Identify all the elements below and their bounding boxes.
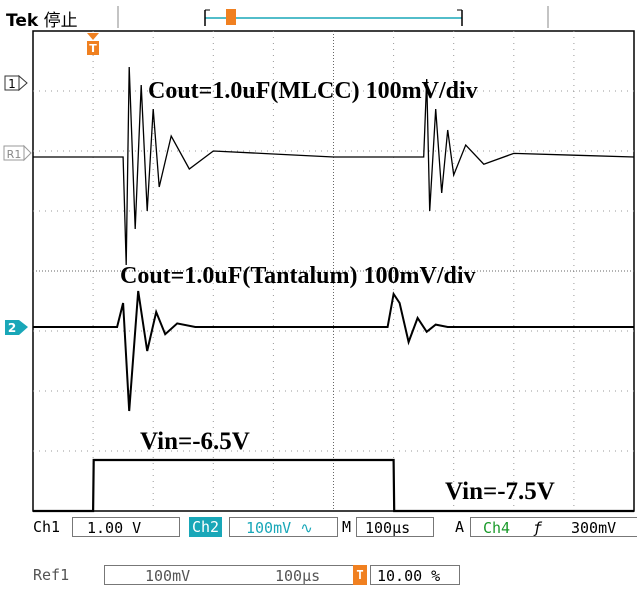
ch1-waveform bbox=[33, 66, 635, 266]
ref1-marker-label: R1 bbox=[7, 148, 22, 161]
trigger-readout[interactable]: Ch4 ƒ 300mV bbox=[470, 517, 637, 537]
ch2-coupling-icon: ∿ bbox=[300, 519, 313, 537]
trigger-marker-label: T bbox=[89, 42, 97, 55]
ref1-label[interactable]: Ref1 bbox=[33, 566, 70, 584]
trigger-position-icon: T bbox=[353, 565, 367, 585]
vin-waveform bbox=[33, 458, 634, 513]
trigger-mode-label: A bbox=[455, 518, 465, 536]
vin-high-annotation: Vin=-6.5V bbox=[140, 428, 250, 455]
run-state: 停止 bbox=[43, 11, 78, 31]
header-bar: Tek 停止 bbox=[0, 0, 637, 32]
ref1-scale: 100mV bbox=[145, 567, 191, 585]
scope-brand: Tek 停止 bbox=[6, 6, 78, 31]
ch1-marker-label: 1 bbox=[8, 77, 16, 91]
trigger-slope-icon: ƒ bbox=[533, 519, 543, 537]
trigger-marker: T bbox=[87, 33, 99, 55]
vin-low-annotation: Vin=-7.5V bbox=[445, 478, 555, 505]
record-trigger-icon bbox=[226, 9, 236, 25]
ch1-label[interactable]: Ch1 bbox=[33, 518, 61, 536]
trigger-position[interactable]: 10.00 % bbox=[370, 565, 460, 585]
ch2-annotation: Cout=1.0uF(Tantalum) 100mV/div bbox=[120, 263, 476, 289]
ch2-marker: 2 bbox=[5, 320, 28, 335]
ch2-waveform bbox=[33, 290, 634, 412]
channel-readout-bar: Ch1 1.00 V Ch2 100mV ∿ M 100µs A Ch4 ƒ 3… bbox=[0, 516, 637, 540]
ch2-scale-box[interactable]: 100mV ∿ bbox=[229, 517, 338, 537]
ch2-label[interactable]: Ch2 bbox=[189, 517, 223, 537]
record-bar bbox=[204, 9, 463, 26]
ref1-readout[interactable]: 100mV 100µs bbox=[104, 565, 354, 585]
ref1-marker: R1 bbox=[3, 144, 32, 162]
reference-readout-bar: Ref1 100mV 100µs T 10.00 % bbox=[0, 564, 637, 588]
graticule-grid bbox=[33, 31, 634, 511]
timebase-value[interactable]: 100µs bbox=[356, 517, 434, 537]
ch2-scale: 100mV bbox=[246, 519, 292, 537]
timebase-label: M bbox=[342, 518, 352, 536]
ref1-time: 100µs bbox=[275, 567, 321, 585]
ch1-marker: 1 bbox=[4, 74, 28, 92]
ch2-marker-label: 2 bbox=[8, 321, 16, 335]
trigger-level: 300mV bbox=[571, 519, 617, 537]
ch1-annotation: Cout=1.0uF(MLCC) 100mV/div bbox=[148, 78, 478, 104]
ch1-scale[interactable]: 1.00 V bbox=[72, 517, 180, 537]
brand-label: Tek bbox=[6, 11, 39, 31]
trigger-source: Ch4 bbox=[483, 519, 511, 537]
